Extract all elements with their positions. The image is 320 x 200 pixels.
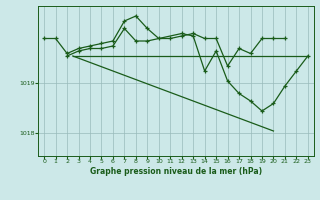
X-axis label: Graphe pression niveau de la mer (hPa): Graphe pression niveau de la mer (hPa) <box>90 167 262 176</box>
